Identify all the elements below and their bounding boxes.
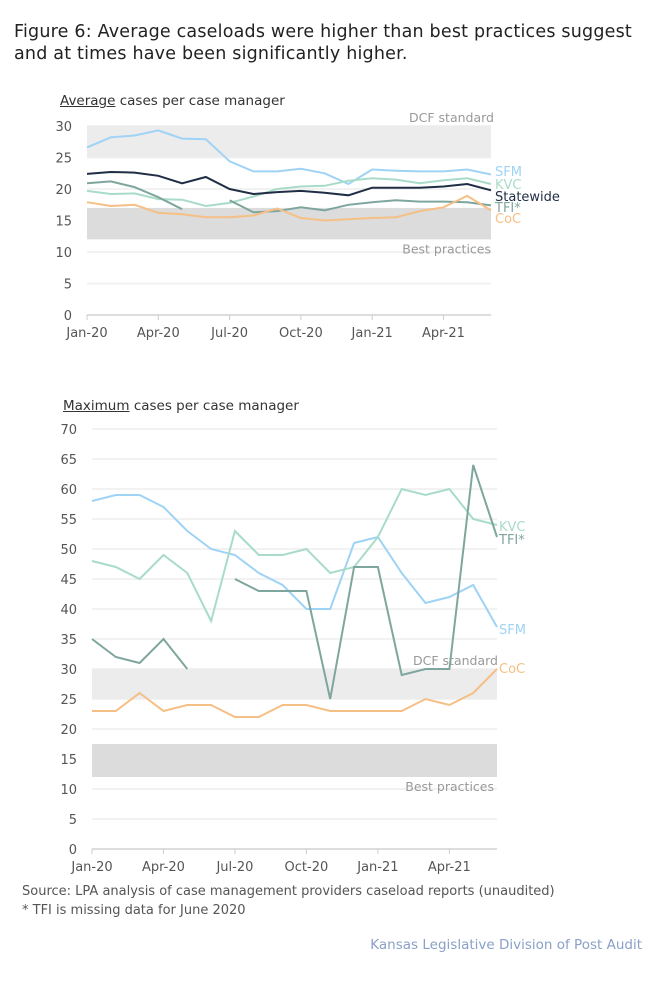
series-line-coc — [86, 194, 492, 222]
figure-title: Figure 6: Average caseloads were higher … — [14, 22, 632, 64]
best-practices-band — [92, 744, 497, 777]
y-tick-label: 10 — [55, 246, 72, 261]
dcf-standard-band — [87, 126, 491, 158]
band-label: DCF standard — [409, 110, 494, 125]
y-tick-label: 40 — [60, 603, 77, 618]
band-label: Best practices — [402, 241, 491, 256]
chart-2: 0 5 10 15 20 25 30 35 40 45 50 55 60 65 70 DCF standard… — [60, 423, 526, 875]
source-text: Source: LPA analysis of case management … — [22, 884, 555, 899]
y-tick-label: 65 — [60, 453, 77, 468]
band-label: Best practices — [405, 779, 494, 794]
y-tick-label: 0 — [69, 843, 77, 858]
chart-1-title: Average cases per case manager — [60, 93, 285, 109]
series-label: KVC — [495, 178, 522, 193]
y-tick-label: 5 — [69, 813, 77, 828]
y-tick-label: 45 — [60, 573, 77, 588]
series-line-tfi — [86, 180, 492, 214]
chart-1: 0 5 10 15 20 25 30 DCF standard Best practices Ja… — [55, 110, 559, 341]
series-label: TFI* — [498, 533, 525, 548]
y-tick-label: 60 — [60, 483, 77, 498]
y-tick-label: 55 — [60, 513, 77, 528]
y-tick-label: 5 — [64, 278, 72, 293]
y-tick-label: 15 — [60, 753, 77, 768]
y-tick-label: 20 — [60, 723, 77, 738]
series-line-sfm — [91, 494, 498, 628]
chart-2-title: Maximum cases per case manager — [63, 398, 299, 414]
x-tick-label: Apr-21 — [422, 326, 465, 341]
y-tick-label: 15 — [55, 215, 72, 230]
x-tick-label: Jan-21 — [356, 860, 398, 875]
x-tick-label: Apr-21 — [428, 860, 471, 875]
y-tick-label: 25 — [60, 693, 77, 708]
x-tick-label: Jul-20 — [215, 860, 253, 875]
series-line-kvc — [86, 177, 492, 208]
x-tick-label: Jan-21 — [351, 326, 393, 341]
series-label: SFM — [499, 623, 526, 638]
y-tick-label: 25 — [55, 152, 72, 167]
x-tick-label: Jul-20 — [210, 326, 248, 341]
y-tick-label: 30 — [55, 120, 72, 135]
y-tick-label: 70 — [60, 423, 77, 438]
series-label: CoC — [499, 662, 525, 677]
x-tick-label: Apr-20 — [142, 860, 185, 875]
series-line-tfi — [91, 464, 498, 700]
source-note: Source: LPA analysis of case management … — [22, 882, 555, 920]
x-tick-label: Jan-20 — [70, 860, 112, 875]
x-tick-label: Apr-20 — [137, 326, 180, 341]
series-label: CoC — [495, 212, 521, 227]
series-label: TFI* — [494, 201, 521, 216]
y-tick-label: 35 — [60, 633, 77, 648]
series-line-statewide — [86, 170, 492, 197]
series-label: Statewide — [495, 190, 560, 205]
y-tick-label: 10 — [60, 783, 77, 798]
band-label: DCF standard — [413, 653, 498, 668]
dcf-standard-band — [92, 669, 497, 699]
y-tick-label: 50 — [60, 543, 77, 558]
series-label: KVC — [499, 520, 526, 535]
x-tick-label: Jan-20 — [65, 326, 107, 341]
series-label: SFM — [495, 165, 522, 180]
y-tick-label: 30 — [60, 663, 77, 678]
x-tick-label: Oct-20 — [279, 326, 323, 341]
y-tick-label: 0 — [64, 309, 72, 324]
series-line-coc — [92, 668, 498, 718]
y-tick-label: 20 — [55, 183, 72, 198]
series-line-sfm — [86, 129, 492, 186]
x-tick-label: Oct-20 — [285, 860, 329, 875]
missing-data-note: * TFI is missing data for June 2020 — [22, 903, 246, 918]
series-line-kvc — [91, 487, 498, 624]
credit: Kansas Legislative Division of Post Audi… — [370, 937, 642, 953]
